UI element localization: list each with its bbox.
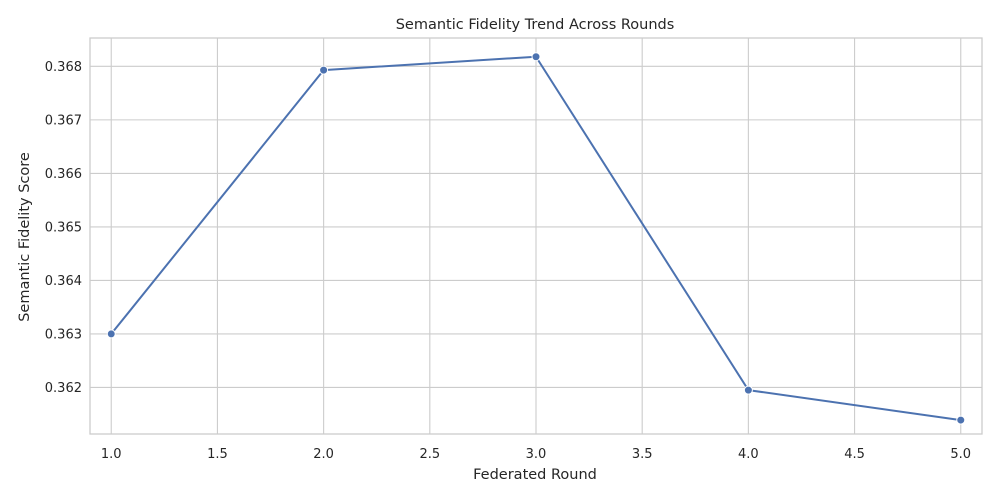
x-tick-label: 2.5	[419, 447, 440, 462]
y-tick-label: 0.362	[45, 381, 82, 396]
x-tick-labels: 1.0 1.5 2.0 2.5 3.0 3.5 4.0 4.5 5.0	[101, 447, 971, 462]
x-tick-label: 4.5	[844, 447, 865, 462]
y-tick-label: 0.363	[45, 327, 82, 342]
series-group	[106, 52, 966, 425]
y-tick-labels: 0.362 0.363 0.364 0.365 0.366 0.367 0.368	[45, 60, 82, 396]
data-point	[531, 52, 541, 62]
x-axis-title: Federated Round	[473, 467, 597, 483]
y-tick-label: 0.366	[45, 167, 82, 182]
y-tick-label: 0.365	[45, 220, 82, 235]
y-tick-label: 0.364	[45, 274, 82, 289]
x-tick-label: 2.0	[313, 447, 334, 462]
y-gridlines	[90, 65, 982, 388]
x-tick-label: 5.0	[950, 447, 971, 462]
plot-frame	[89, 37, 983, 435]
y-axis-title: Semantic Fidelity Score	[17, 152, 33, 322]
data-point	[319, 65, 329, 75]
y-tick-label: 0.367	[45, 113, 82, 128]
x-tick-label: 1.5	[207, 447, 228, 462]
x-tick-label: 3.5	[632, 447, 653, 462]
data-point	[106, 329, 116, 339]
y-tick-label: 0.368	[45, 60, 82, 75]
x-tick-label: 4.0	[738, 447, 759, 462]
data-point	[743, 385, 753, 395]
x-gridlines	[110, 38, 962, 434]
data-point	[956, 415, 966, 425]
x-tick-label: 1.0	[101, 447, 122, 462]
x-tick-label: 3.0	[526, 447, 547, 462]
chart-title: Semantic Fidelity Trend Across Rounds	[396, 17, 675, 33]
